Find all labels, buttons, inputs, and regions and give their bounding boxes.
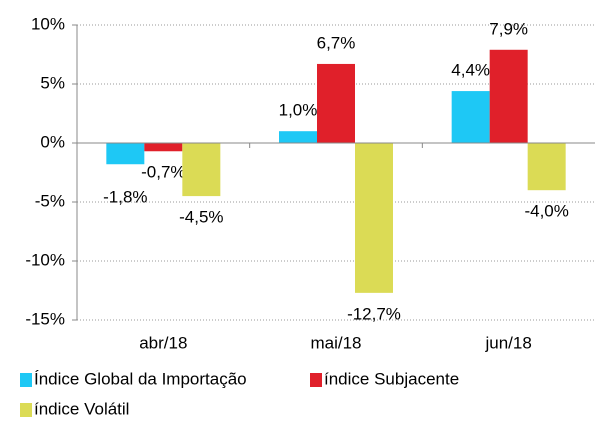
x-tick-label: abr/18	[139, 333, 187, 352]
data-label: -4,0%	[524, 202, 568, 221]
legend-swatch	[20, 373, 32, 387]
legend-swatch	[20, 403, 32, 417]
bar	[355, 143, 393, 293]
bar	[317, 63, 355, 143]
legend-label: índice Subjacente	[324, 369, 459, 388]
data-label: 6,7%	[317, 33, 356, 52]
y-tick-label: 5%	[40, 73, 65, 92]
bar	[279, 131, 317, 143]
data-label: -12,7%	[347, 304, 401, 323]
bar	[527, 143, 566, 191]
data-label: -1,8%	[103, 188, 147, 207]
bar	[182, 143, 221, 197]
legend-label: índice Volátil	[34, 399, 129, 418]
y-tick-label: -5%	[35, 191, 65, 210]
data-label: 1,0%	[279, 101, 318, 120]
data-label: -4,5%	[179, 208, 223, 227]
legend-swatch	[310, 373, 322, 387]
x-tick-label: jun/18	[485, 333, 532, 352]
bar	[106, 143, 145, 165]
y-tick-label: -15%	[25, 309, 65, 328]
bar	[144, 143, 183, 152]
y-tick-label: 10%	[31, 14, 65, 33]
data-label: 4,4%	[451, 61, 490, 80]
bar	[451, 91, 490, 143]
bar	[489, 49, 528, 143]
data-label: 7,9%	[489, 19, 528, 38]
y-tick-label: -10%	[25, 250, 65, 269]
x-tick-label: mai/18	[310, 333, 361, 352]
data-label: -0,7%	[141, 163, 185, 182]
y-tick-label: 0%	[40, 132, 65, 151]
legend-label: Índice Global da Importação	[34, 369, 247, 388]
